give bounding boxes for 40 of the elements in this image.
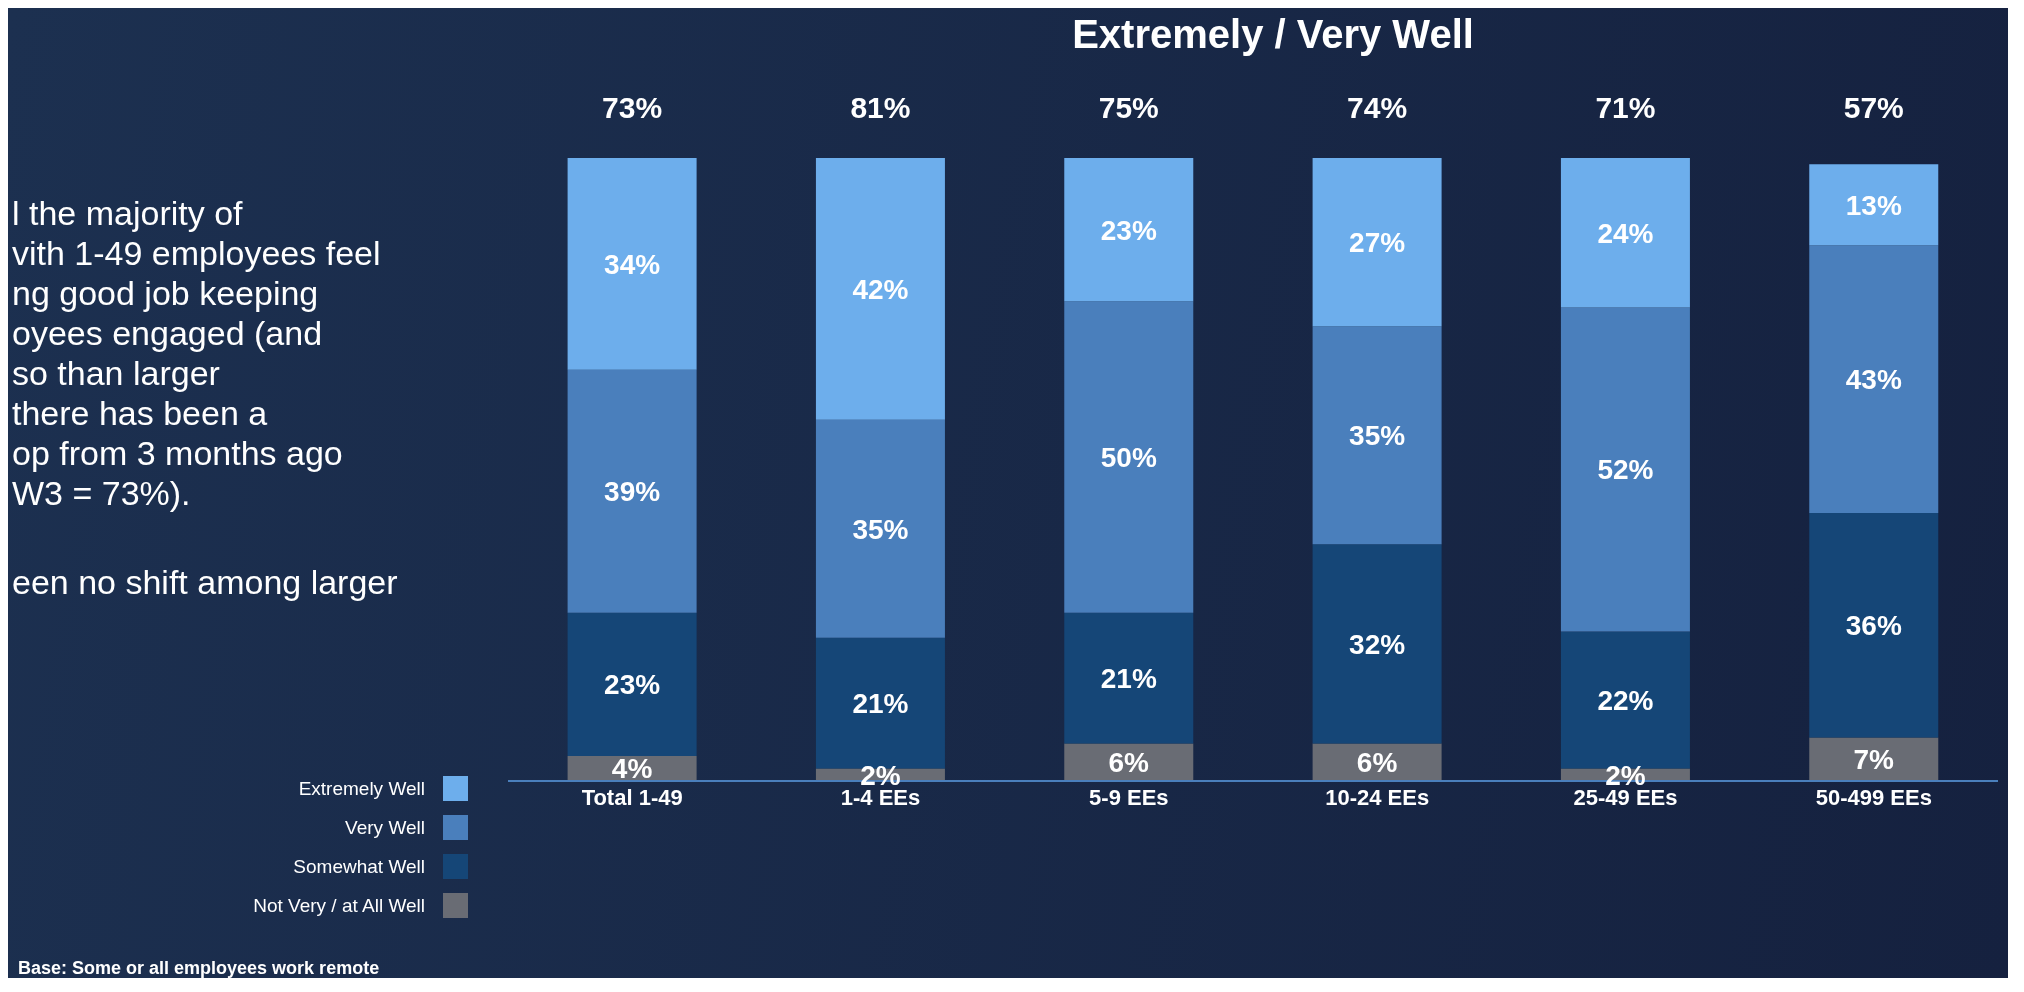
legend-label: Extremely Well: [298, 777, 425, 800]
data-label: 34%: [604, 248, 661, 280]
data-label: 39%: [604, 476, 661, 508]
text: 74%: [1347, 91, 1408, 124]
x-tick-label: 10-24 EEs: [1325, 784, 1430, 810]
text: l the majority of vith 1-49 employees feel ng good job keeping oyees engaged (and so than larger there has been a op from 3 months ago W3 = 73%).: [12, 193, 382, 513]
data-label: 23%: [1100, 214, 1157, 246]
data-label: 6%: [1356, 747, 1398, 779]
data-label: 27%: [1349, 227, 1406, 259]
data-label: 35%: [1349, 420, 1406, 452]
text: 57%: [1843, 91, 1904, 124]
data-label: 43%: [1845, 364, 1902, 396]
text: 75%: [1098, 91, 1159, 124]
data-label: 24%: [1597, 217, 1654, 249]
data-label: 6%: [1108, 747, 1150, 779]
legend-label: Somewhat Well: [293, 855, 425, 878]
legend-label: Not Very / at All Well: [253, 894, 425, 917]
x-tick-label: 50-499 EEs: [1815, 784, 1932, 810]
text: 73%: [602, 91, 663, 124]
data-label: 36%: [1845, 610, 1902, 642]
chart-title: Extremely / Very Well: [1071, 12, 1475, 57]
data-label: 22%: [1597, 684, 1654, 716]
data-label: 52%: [1597, 454, 1654, 486]
text: een no shift among larger: [12, 563, 399, 602]
legend-label: Very Well: [345, 816, 425, 839]
x-tick-label: 5-9 EEs: [1089, 784, 1169, 810]
data-label: 23%: [604, 669, 661, 701]
text: Base: Some or all employees work remote: [18, 958, 380, 979]
text: 71%: [1595, 91, 1656, 124]
data-label: 13%: [1845, 189, 1902, 221]
data-label: 35%: [852, 513, 909, 545]
x-tick-label: Total 1-49: [581, 784, 683, 810]
data-label: 21%: [1100, 663, 1157, 695]
data-label: 7%: [1853, 744, 1895, 776]
data-label: 32%: [1349, 628, 1406, 660]
data-label: 42%: [852, 273, 909, 305]
data-label: 50%: [1100, 441, 1157, 473]
data-label: 21%: [852, 688, 909, 720]
data-label: 4%: [611, 753, 653, 785]
text: 81%: [850, 91, 911, 124]
